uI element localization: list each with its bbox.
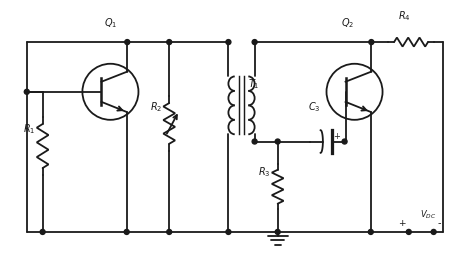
Circle shape xyxy=(124,229,129,235)
Text: +: + xyxy=(398,219,406,228)
Circle shape xyxy=(167,229,172,235)
Circle shape xyxy=(226,229,231,235)
Circle shape xyxy=(226,39,231,45)
Text: -: - xyxy=(438,218,441,228)
Circle shape xyxy=(368,229,373,235)
Text: $R_1$: $R_1$ xyxy=(23,122,36,136)
Circle shape xyxy=(342,139,347,144)
Circle shape xyxy=(431,229,436,235)
Text: $V_{DC}$: $V_{DC}$ xyxy=(420,208,437,221)
Text: $R_2$: $R_2$ xyxy=(150,100,163,114)
Text: $C_3$: $C_3$ xyxy=(308,100,320,114)
Circle shape xyxy=(167,39,172,45)
Text: +: + xyxy=(333,132,340,141)
Circle shape xyxy=(406,229,411,235)
Circle shape xyxy=(252,39,257,45)
Circle shape xyxy=(24,89,29,94)
Text: $Q_1$: $Q_1$ xyxy=(104,16,117,30)
Circle shape xyxy=(275,139,280,144)
Circle shape xyxy=(275,229,280,235)
Circle shape xyxy=(369,39,374,45)
Circle shape xyxy=(125,39,130,45)
Text: $T_1$: $T_1$ xyxy=(248,77,260,91)
Circle shape xyxy=(40,229,45,235)
Text: $Q_2$: $Q_2$ xyxy=(341,16,354,30)
Text: $R_4$: $R_4$ xyxy=(398,10,410,23)
Circle shape xyxy=(252,139,257,144)
Text: $R_3$: $R_3$ xyxy=(258,165,271,179)
